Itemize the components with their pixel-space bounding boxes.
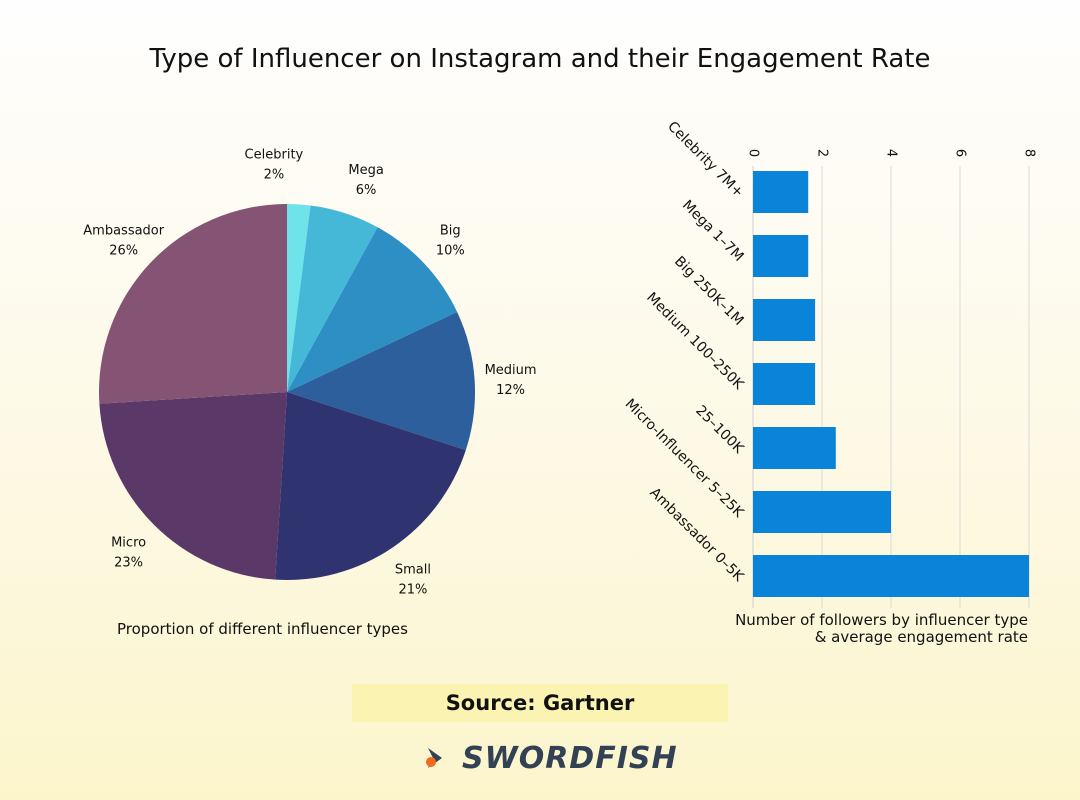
x-tick-label: 0: [746, 149, 761, 157]
pie-chart-caption: Proportion of different influencer types: [117, 620, 408, 638]
pie-slice-medium: [287, 311, 476, 451]
bar-caption-line-1: Number of followers by influencer type: [735, 611, 1028, 629]
pie-label-micro: Micro 23%: [111, 535, 146, 570]
pie-label-mega: Mega 6%: [348, 163, 383, 198]
bar-medium-100-250k: [753, 363, 816, 405]
bar-micro-influencer-5-25k: [753, 491, 891, 533]
x-tick-label: 6: [953, 149, 968, 157]
pie-slice-big: [287, 227, 458, 392]
pie-label-ambassador: Ambassador 26%: [83, 224, 164, 259]
pie-label-big: Big 10%: [436, 224, 465, 259]
category-label-celebrity-7m-: Celebrity 7M+: [664, 119, 746, 201]
category-label-mega-1-7m: Mega 1–7M: [679, 197, 747, 265]
x-tick-label: 2: [815, 149, 830, 157]
pie-label-celebrity: Celebrity 2%: [245, 147, 304, 182]
pie-label-medium: Medium 12%: [485, 363, 537, 398]
logo-mark-icon: [426, 748, 442, 768]
chart-title: Type of Influencer on Instagram and thei…: [149, 44, 931, 74]
bar-chart-caption: Number of followers by influencer type &…: [700, 612, 1028, 646]
pie-slice-small: [275, 392, 466, 581]
logo-text: SWORDFISH: [462, 740, 678, 776]
bar-caption-line-2: & average engagement rate: [814, 628, 1028, 646]
category-label-25-100k: 25–100K: [692, 403, 747, 458]
x-tick-label: 4: [884, 149, 899, 157]
pie-slice-ambassador: [98, 204, 287, 404]
bar-big-250k-1m: [753, 299, 816, 341]
pie-slice-celebrity: [287, 204, 311, 392]
bar-25-100k: [753, 427, 836, 469]
category-label-micro-influencer-5-25k: Micro-Influencer 5–25K: [622, 396, 747, 521]
bar-mega-1-7m: [753, 235, 809, 277]
x-tick-label: 8: [1022, 149, 1037, 157]
pie-slice-mega: [287, 205, 378, 392]
bar-ambassador-0-5k: [753, 555, 1029, 597]
pie-label-small: Small 21%: [395, 562, 431, 597]
pie-slice-micro: [99, 392, 288, 580]
source-label: Source: Gartner: [352, 684, 728, 722]
bar-celebrity-7m-: [753, 171, 809, 213]
swordfish-logo: SWORDFISH: [422, 738, 678, 778]
pie-chart: Celebrity 2% Mega 6% Big 10% Medium 12% Small 21%…: [83, 147, 537, 597]
